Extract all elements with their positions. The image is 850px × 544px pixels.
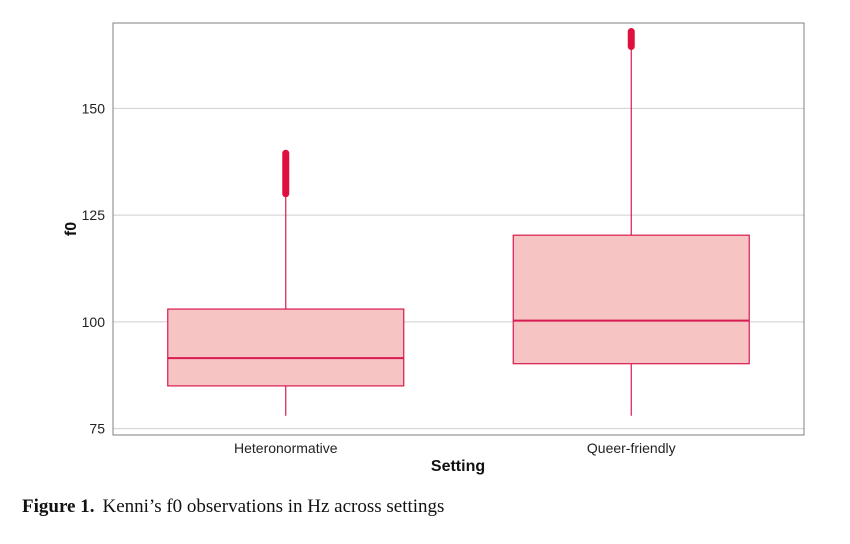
y-tick-label: 125: [82, 207, 106, 223]
figure-caption: Figure 1. Kenni’s f0 observations in Hz a…: [22, 496, 444, 518]
y-tick-label: 75: [89, 421, 105, 437]
x-axis-title: Setting: [431, 458, 485, 475]
x-tick-label: Heteronormative: [234, 440, 338, 456]
box-series: [167, 28, 750, 416]
iqr-box: [512, 234, 750, 365]
y-tick-label: 100: [82, 314, 106, 330]
plot-frame: [112, 22, 805, 436]
figure-caption-text: Kenni’s f0 observations in Hz across set…: [102, 496, 445, 517]
y-tick-labels: 75 100 125 150: [82, 100, 106, 436]
box-group-heteronormative: [167, 149, 405, 416]
iqr-box: [167, 308, 405, 387]
y-axis-title: f0: [63, 222, 80, 236]
x-tick-label: Queer-friendly: [587, 440, 676, 456]
box-group-queer-friendly: [512, 28, 750, 416]
figure-caption-label: Figure 1.: [22, 496, 95, 517]
y-tick-label: 150: [82, 100, 106, 116]
x-tick-labels: Heteronormative Queer-friendly: [234, 440, 676, 456]
